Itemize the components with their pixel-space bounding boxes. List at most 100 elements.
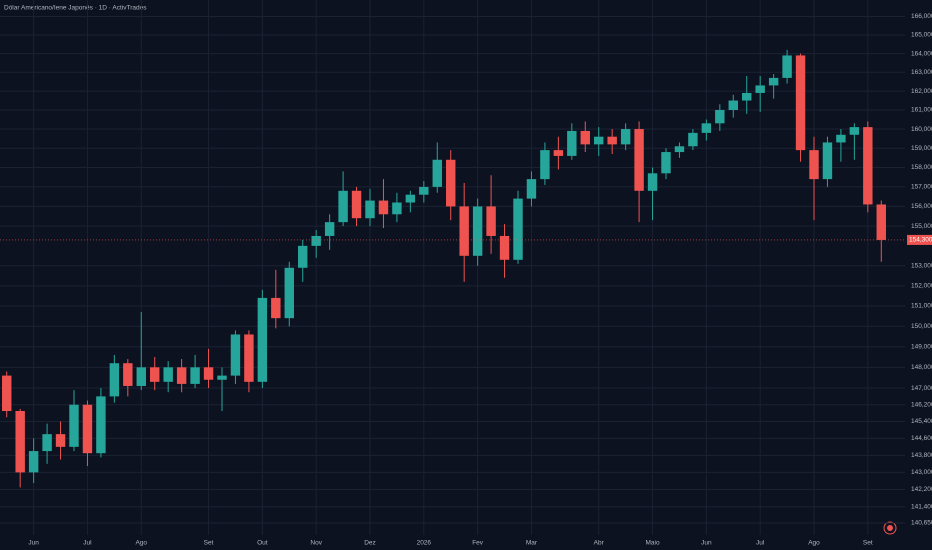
x-tick-label: Maio xyxy=(645,540,659,547)
x-tick-label: Dez xyxy=(364,540,376,547)
candle-body xyxy=(715,110,725,124)
y-tick-label: 163,000 xyxy=(911,69,932,76)
candle-body xyxy=(594,136,604,145)
y-tick-label: 153,000 xyxy=(911,263,932,270)
candle-body xyxy=(190,367,200,384)
candle-body xyxy=(82,404,93,454)
candle-body xyxy=(378,200,389,215)
candle-body xyxy=(324,222,335,236)
candle-body xyxy=(446,159,456,207)
candle-body xyxy=(123,363,133,386)
y-tick-label: 146,200 xyxy=(911,401,932,408)
candle-body xyxy=(15,411,25,473)
y-tick-label: 143,800 xyxy=(911,452,932,459)
candle-body xyxy=(284,267,294,319)
candle-body xyxy=(230,334,241,376)
candle-body xyxy=(634,129,644,191)
y-tick-label: 145,400 xyxy=(911,418,932,425)
candle-body xyxy=(42,434,52,452)
candle-body xyxy=(69,404,79,447)
candle-body xyxy=(271,297,281,319)
candle-body xyxy=(365,200,375,219)
y-tick-label: 166,000 xyxy=(911,13,932,20)
candle-body xyxy=(755,85,765,93)
candle-body xyxy=(782,55,792,78)
x-tick-label: Nov xyxy=(310,540,322,547)
candle-body xyxy=(876,204,886,240)
y-tick-label: 164,000 xyxy=(911,50,932,57)
candle-body xyxy=(136,367,146,386)
y-tick-label: 156,000 xyxy=(911,203,932,210)
candle-body xyxy=(55,434,66,447)
candle-body xyxy=(863,127,873,205)
candle-body xyxy=(836,134,846,143)
x-tick-label: Jun xyxy=(28,540,39,547)
x-tick-label: Jun xyxy=(701,540,712,547)
x-tick-label: Ago xyxy=(135,540,147,547)
candle-body xyxy=(768,77,779,86)
x-tick-label: Jul xyxy=(756,540,765,547)
candle-body xyxy=(567,130,577,156)
candle-body xyxy=(459,206,469,256)
candle-body xyxy=(163,367,173,382)
candle-body xyxy=(338,190,348,223)
x-tick-label: 2026 xyxy=(417,540,432,547)
x-tick-label: Set xyxy=(863,540,873,547)
candle-body xyxy=(580,130,590,145)
last-price-tag xyxy=(907,234,932,245)
y-tick-label: 158,000 xyxy=(911,164,932,171)
logo-dot xyxy=(887,525,893,531)
y-tick-label: 144,600 xyxy=(911,435,932,442)
candle-body xyxy=(674,146,685,153)
candle-body xyxy=(540,150,550,180)
y-tick-label: 147,000 xyxy=(911,385,932,392)
y-tick-label: 143,000 xyxy=(911,469,932,476)
candle-body xyxy=(28,451,39,473)
y-tick-label: 159,000 xyxy=(911,145,932,152)
candle-body xyxy=(486,206,496,236)
candle-body xyxy=(432,159,442,187)
x-tick-label: Fev xyxy=(472,540,484,547)
y-tick-label: 141,400 xyxy=(911,503,932,510)
candle-body xyxy=(526,179,537,199)
candle-body xyxy=(109,363,120,397)
y-tick-label: 142,200 xyxy=(911,486,932,493)
candle-body xyxy=(2,375,12,412)
candle-body xyxy=(553,150,564,156)
candle-body xyxy=(419,186,429,195)
candle-body xyxy=(298,245,308,268)
y-tick-label: 151,000 xyxy=(911,303,932,310)
candle-body xyxy=(405,194,416,203)
y-tick-label: 162,000 xyxy=(911,88,932,95)
chart-title: Dólar Americano/Iene Japonês · 1D · Acti… xyxy=(4,5,147,12)
candle-body xyxy=(701,123,712,133)
y-tick-label: 165,000 xyxy=(911,32,932,39)
candle-body xyxy=(311,235,321,246)
candle-body xyxy=(351,190,362,219)
y-tick-label: 150,000 xyxy=(911,323,932,330)
candle-body xyxy=(809,150,819,180)
x-tick-label: Set xyxy=(204,540,214,547)
x-tick-label: Jul xyxy=(83,540,92,547)
y-tick-label: 160,000 xyxy=(911,126,932,133)
candle-body xyxy=(513,198,523,260)
y-tick-label: 140,650 xyxy=(911,520,932,527)
candle-body xyxy=(607,136,617,145)
y-tick-label: 161,000 xyxy=(911,107,932,114)
x-tick-label: Abr xyxy=(594,540,605,547)
x-tick-label: Out xyxy=(257,540,268,547)
candle-body xyxy=(257,297,268,382)
x-tick-label: Mar xyxy=(526,540,538,547)
candle-body xyxy=(244,334,254,382)
candle-body xyxy=(728,100,738,111)
candle-body xyxy=(620,129,631,145)
candle-body xyxy=(203,367,214,380)
candle-body xyxy=(176,367,187,384)
y-tick-label: 149,000 xyxy=(911,343,932,350)
logo xyxy=(883,521,897,535)
candle-body xyxy=(150,367,160,382)
x-tick-label: Ago xyxy=(808,540,820,547)
candle-body xyxy=(217,375,227,380)
candle-body xyxy=(472,206,483,256)
last-price-label: 154,300 xyxy=(909,237,932,244)
